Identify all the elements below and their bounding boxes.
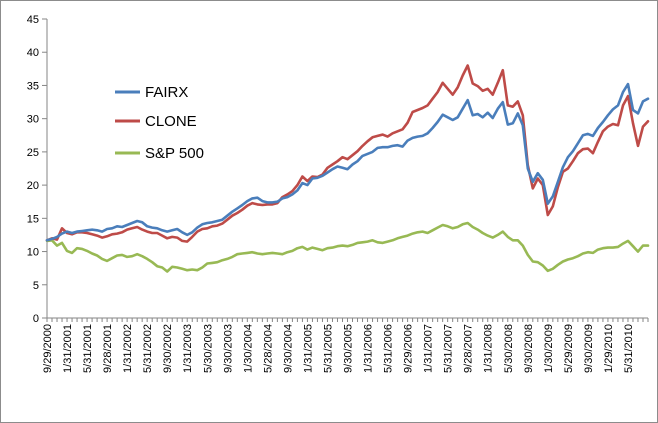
y-tick-label: 30 [27,114,39,126]
x-tick-label: 5/28/2004 [262,324,274,373]
x-tick-label: 9/30/2005 [343,324,355,373]
series-line-s-p-500 [45,221,650,273]
x-tick-label: 9/29/2006 [403,324,415,373]
x-tick-label: 1/31/2002 [122,324,134,373]
y-tick-label: 0 [33,313,39,325]
x-tick-label: 9/30/2008 [523,324,535,373]
y-tick-label: 25 [27,147,39,159]
y-tick-label: 40 [27,47,39,59]
y-tick-label: 10 [27,247,39,259]
x-tick-label: 5/29/2009 [563,324,575,373]
y-tick-label: 20 [27,180,39,192]
x-tick-label: 5/31/2005 [322,324,334,373]
x-tick-label: 9/30/2003 [222,324,234,373]
x-tick-label: 9/30/2004 [282,324,294,373]
x-tick-label: 1/30/2009 [543,324,555,373]
legend-label: FAIRX [145,84,188,101]
legend-label: CLONE [145,113,197,130]
x-tick-label: 5/30/2003 [202,324,214,373]
x-tick-label: 1/30/2004 [242,324,254,373]
x-tick-label: 1/31/2007 [423,324,435,373]
x-axis-ticks: 9/29/2000 1/31/2001 5/31/2001 9/28/2001 1/31… [42,318,649,373]
x-tick-label: 5/31/2001 [82,324,94,373]
x-tick-label: 5/31/2002 [142,324,154,373]
x-tick-label: 5/31/2007 [443,324,455,373]
x-tick-label: 1/31/2008 [483,324,495,373]
x-tick-label: 5/31/2010 [623,324,635,373]
y-tick-label: 35 [27,80,39,92]
x-tick-label: 1/31/2005 [302,324,314,373]
x-tick-label: 9/28/2001 [102,324,114,373]
x-tick-label: 5/31/2006 [383,324,395,373]
series-line-fairx [45,82,650,242]
series-lines [45,64,650,273]
x-tick-label: 1/31/2001 [62,324,74,373]
y-tick-label: 5 [33,280,39,292]
x-tick-label: 9/30/2009 [583,324,595,373]
x-tick-label: 9/30/2002 [162,324,174,373]
x-tick-label: 1/31/2003 [182,324,194,373]
x-tick-label: 9/28/2007 [463,324,475,373]
x-tick-label: 1/31/2006 [363,324,375,373]
series-line-clone [45,64,650,243]
legend-label: S&P 500 [145,145,204,162]
x-tick-label: 1/29/2010 [603,324,615,373]
y-axis-ticks: 0 5 10 15 20 25 30 35 40 45 [27,14,47,325]
x-tick-label: 5/30/2008 [503,324,515,373]
legend: FAIRX CLONE S&P 500 [115,84,204,162]
y-tick-label: 15 [27,213,39,225]
y-tick-label: 45 [27,14,39,26]
x-tick-label: 9/29/2000 [42,324,54,373]
